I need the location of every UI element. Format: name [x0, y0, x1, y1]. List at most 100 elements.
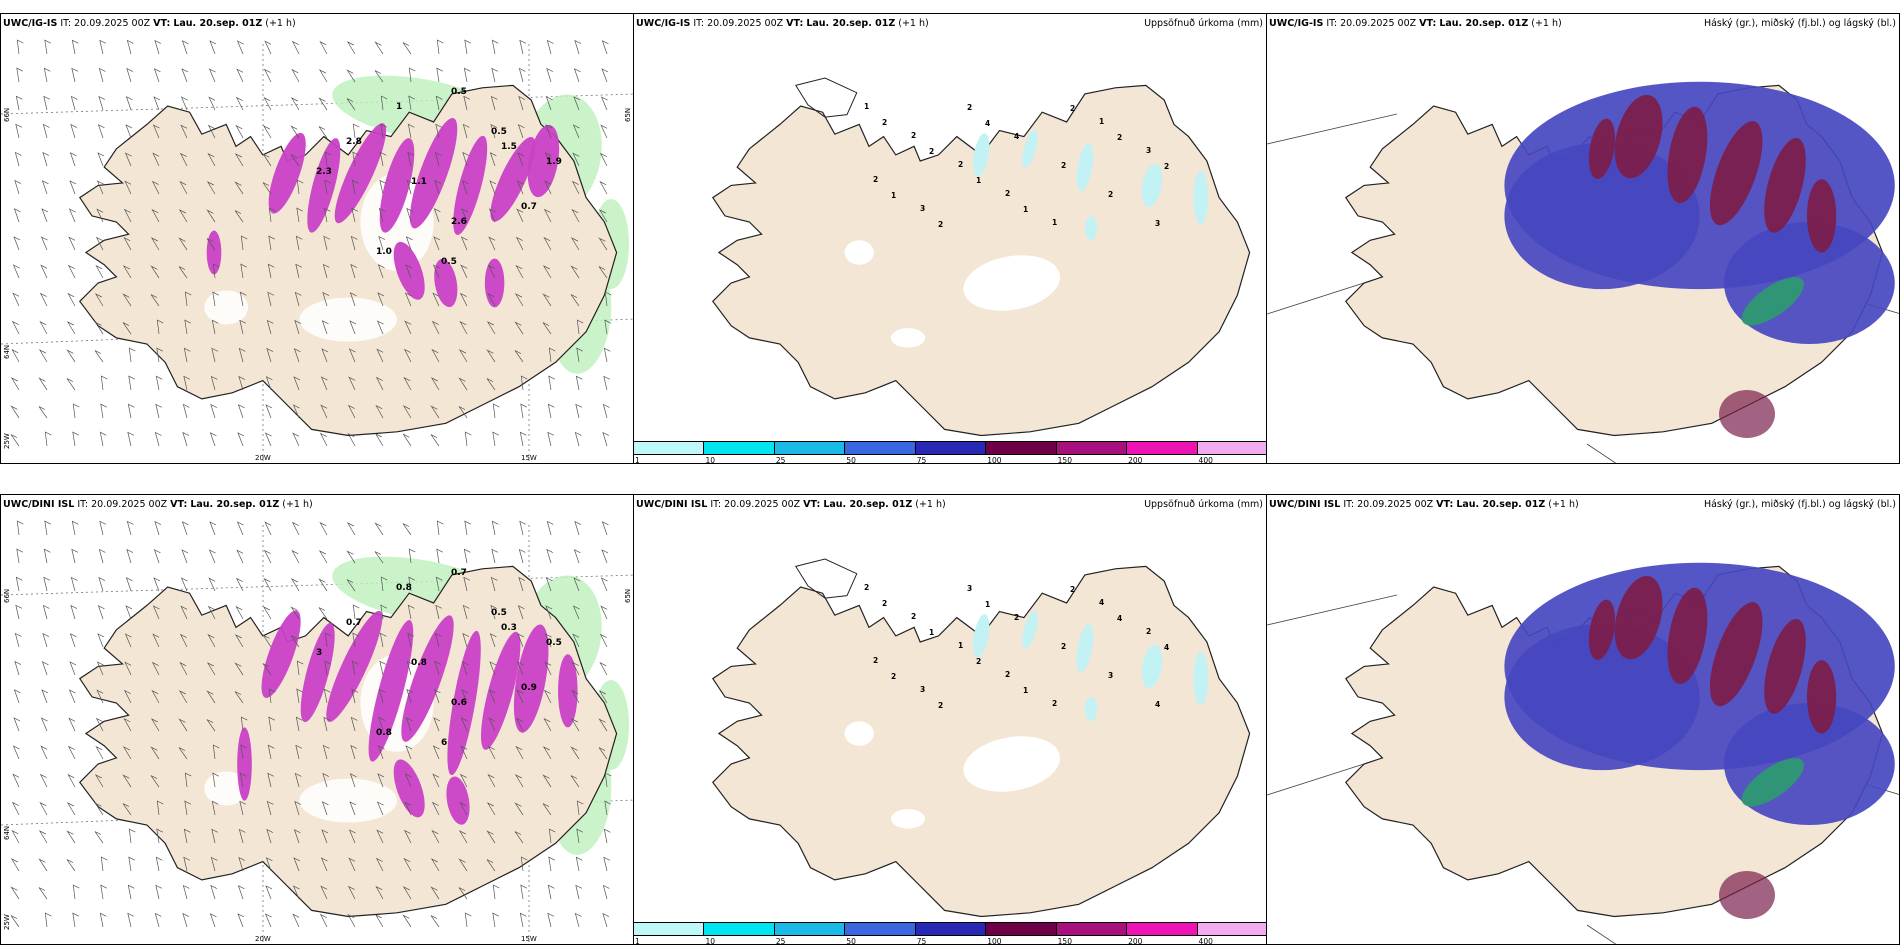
wind-barb — [210, 884, 218, 900]
wind-barb — [572, 633, 580, 648]
wind-barb — [100, 884, 107, 900]
field-blob — [1724, 703, 1895, 825]
wind-barb — [408, 67, 416, 83]
colorbar-tick: 75 — [916, 456, 927, 464]
wind-barb — [268, 688, 276, 704]
wind-barb — [39, 320, 48, 335]
colorbar-tick: 50 — [846, 937, 856, 945]
precip-value-label: 2.6 — [451, 217, 467, 227]
colorbar-tick: 10 — [705, 937, 715, 945]
wind-barb — [346, 522, 356, 536]
field-blob — [453, 135, 488, 235]
wind-barb — [575, 884, 583, 900]
wind-barb — [432, 745, 440, 760]
wind-barb — [98, 548, 106, 564]
wind-barb — [237, 432, 245, 447]
iceland-landmass — [1344, 81, 1895, 437]
field-blob — [434, 258, 458, 308]
wind-barb — [542, 322, 552, 335]
wind-barb — [153, 96, 161, 111]
contour-label: 4 — [1099, 598, 1104, 607]
contour-label: 2 — [1014, 613, 1019, 622]
wind-barb — [463, 576, 471, 592]
wind-barb — [38, 887, 48, 900]
wind-barb — [514, 293, 524, 307]
accum-precip-area — [973, 610, 1209, 722]
wind-barb — [574, 912, 582, 928]
wind-barb — [516, 661, 524, 676]
wind-barb — [436, 67, 443, 83]
colorbar-tick: 50 — [846, 456, 856, 464]
wind-barb — [602, 403, 610, 419]
wind-barb — [348, 376, 356, 391]
field-blob — [307, 138, 341, 233]
wind-barb — [266, 319, 274, 335]
wind-barb — [294, 772, 302, 788]
wind-barb — [403, 376, 412, 391]
wind-barb — [127, 884, 135, 900]
wind-barb — [543, 236, 552, 251]
precip-value-label: 0.3 — [501, 623, 517, 633]
wind-barb — [464, 912, 472, 928]
accumulated-precip-map: 2 2 1 2 2 4 2 2 3 3 2 2 3 4 2 1 2 1 2 4 4 2 2 1 — [711, 558, 1251, 918]
field-blob — [1504, 142, 1700, 290]
precip-value-label: 1 — [396, 102, 402, 112]
wind-barb — [486, 378, 496, 391]
wind-barb — [96, 689, 104, 704]
wind-barb — [379, 151, 387, 167]
wind-barb — [600, 96, 608, 111]
wind-barb — [347, 885, 356, 900]
field-blob — [1806, 179, 1837, 253]
field-blob — [300, 622, 335, 723]
wind-barb — [570, 746, 580, 760]
wind-barb — [430, 886, 440, 900]
wind-barb — [290, 635, 300, 648]
wind-barb — [11, 348, 20, 363]
wind-barb — [604, 800, 611, 816]
contour-label: 2 — [967, 103, 972, 112]
wind-barb — [211, 319, 219, 335]
wind-barb — [598, 718, 608, 732]
wind-barb — [515, 236, 524, 251]
wind-barb — [155, 375, 163, 391]
wind-barb — [320, 376, 328, 391]
wind-barb — [516, 208, 524, 223]
wind-barb — [209, 521, 217, 536]
wind-barb — [264, 40, 272, 55]
wind-barb — [100, 375, 108, 391]
wind-barb — [268, 235, 275, 251]
wind-barb — [293, 857, 301, 872]
wind-barb — [234, 634, 244, 648]
wind-barb — [14, 151, 22, 167]
wind-barb — [126, 39, 134, 55]
field-blob — [446, 776, 470, 825]
wind-barb — [519, 520, 527, 536]
contour-label: 4 — [985, 119, 990, 128]
wind-barb — [405, 717, 413, 732]
wind-barb — [573, 68, 581, 83]
wind-barb — [548, 856, 555, 872]
wind-barb — [122, 774, 132, 788]
wind-barb — [211, 347, 219, 363]
wind-barb — [94, 293, 104, 307]
wind-barb — [212, 291, 219, 307]
wind-barb — [207, 124, 216, 139]
wind-barb — [377, 745, 385, 760]
field-blob — [1588, 599, 1616, 660]
accumulated-precip-map: 1 2 2 2 1 1 3 2 3 2 4 2 2 3 2 2 1 1 2 2 2 1 2 4 — [711, 77, 1251, 437]
wind-barb — [128, 856, 135, 872]
wind-barb — [598, 266, 608, 279]
wind-barb — [460, 264, 468, 279]
colorbar-swatch — [1056, 922, 1128, 936]
wind-barb — [318, 97, 328, 111]
wind-barb — [292, 885, 300, 900]
wind-barb — [99, 431, 107, 447]
contour-label: 3 — [920, 204, 925, 213]
wind-barb — [346, 69, 356, 83]
wind-barb — [126, 520, 134, 536]
wind-barb — [435, 123, 443, 139]
wind-barb — [487, 773, 496, 788]
wind-barb — [95, 745, 104, 760]
wind-barb — [182, 912, 190, 928]
wind-barb — [13, 689, 21, 704]
